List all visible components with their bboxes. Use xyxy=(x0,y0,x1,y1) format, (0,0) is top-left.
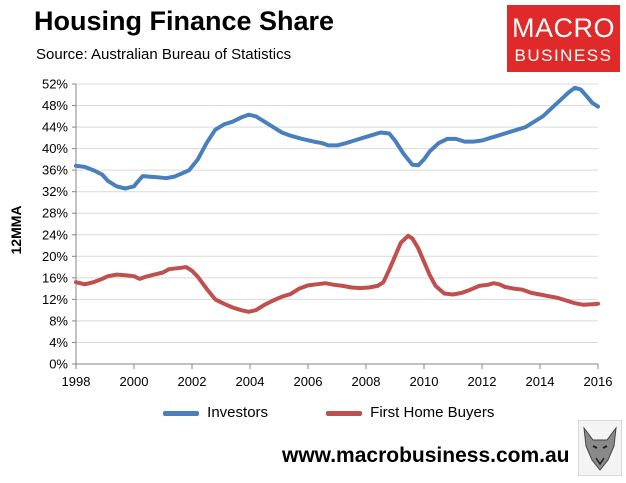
x-tick-label: 2002 xyxy=(178,374,207,389)
x-tick-label: 2016 xyxy=(584,374,613,389)
logo-line-1: MACRO xyxy=(512,13,615,43)
y-axis-ticks: 0% 4% 8% 12% 16% 20% 24% 28% 32% 36% 40% 44% 48% 52% xyxy=(42,77,76,372)
y-axis-label: 12MMA xyxy=(8,205,24,254)
y-tick-label: 48% xyxy=(42,98,68,113)
website-url: www.macrobusiness.com.au xyxy=(282,444,570,467)
y-tick-label: 36% xyxy=(42,163,68,178)
y-tick-label: 28% xyxy=(42,206,68,221)
legend-item-investors: Investors xyxy=(163,404,268,421)
x-tick-label: 2006 xyxy=(294,374,323,389)
y-tick-label: 52% xyxy=(42,77,68,92)
chart-subtitle: Source: Australian Bureau of Statistics xyxy=(36,46,292,63)
chart-title: Housing Finance Share xyxy=(34,6,335,36)
x-tick-label: 2012 xyxy=(468,374,497,389)
y-tick-label: 32% xyxy=(42,184,68,199)
y-tick-label: 16% xyxy=(42,270,68,285)
logo-line-2: BUSINESS xyxy=(514,46,613,65)
y-tick-label: 4% xyxy=(49,335,68,350)
legend-label-investors: Investors xyxy=(207,404,269,421)
series-line-first-home-buyers xyxy=(74,233,600,314)
gridlines xyxy=(76,83,598,343)
x-tick-label: 1998 xyxy=(62,374,91,389)
y-tick-label: 20% xyxy=(42,249,68,264)
x-tick-label: 2014 xyxy=(526,374,555,389)
y-tick-label: 24% xyxy=(42,227,68,242)
legend-item-first-home-buyers: First Home Buyers xyxy=(326,404,494,421)
axes xyxy=(75,84,598,365)
y-tick-label: 8% xyxy=(49,313,68,328)
x-tick-label: 2010 xyxy=(410,374,439,389)
y-tick-label: 0% xyxy=(49,357,68,372)
x-tick-label: 2004 xyxy=(236,374,265,389)
legend-swatch-investors xyxy=(163,410,199,416)
legend-swatch-first-home-buyers xyxy=(326,410,362,416)
y-tick-label: 40% xyxy=(42,141,68,156)
x-tick-label: 2000 xyxy=(120,374,149,389)
series-lines xyxy=(74,85,600,314)
fox-icon xyxy=(578,420,622,476)
series-line-investors xyxy=(74,85,600,191)
x-tick-label: 2008 xyxy=(352,374,381,389)
macrobusiness-logo: MACRO BUSINESS xyxy=(507,5,620,72)
x-axis-ticks: 1998 2000 2002 2004 2006 2008 2010 2012 2014 2016 xyxy=(62,364,613,389)
y-tick-label: 44% xyxy=(42,120,68,135)
legend-label-first-home-buyers: First Home Buyers xyxy=(370,404,495,421)
y-tick-label: 12% xyxy=(42,292,68,307)
